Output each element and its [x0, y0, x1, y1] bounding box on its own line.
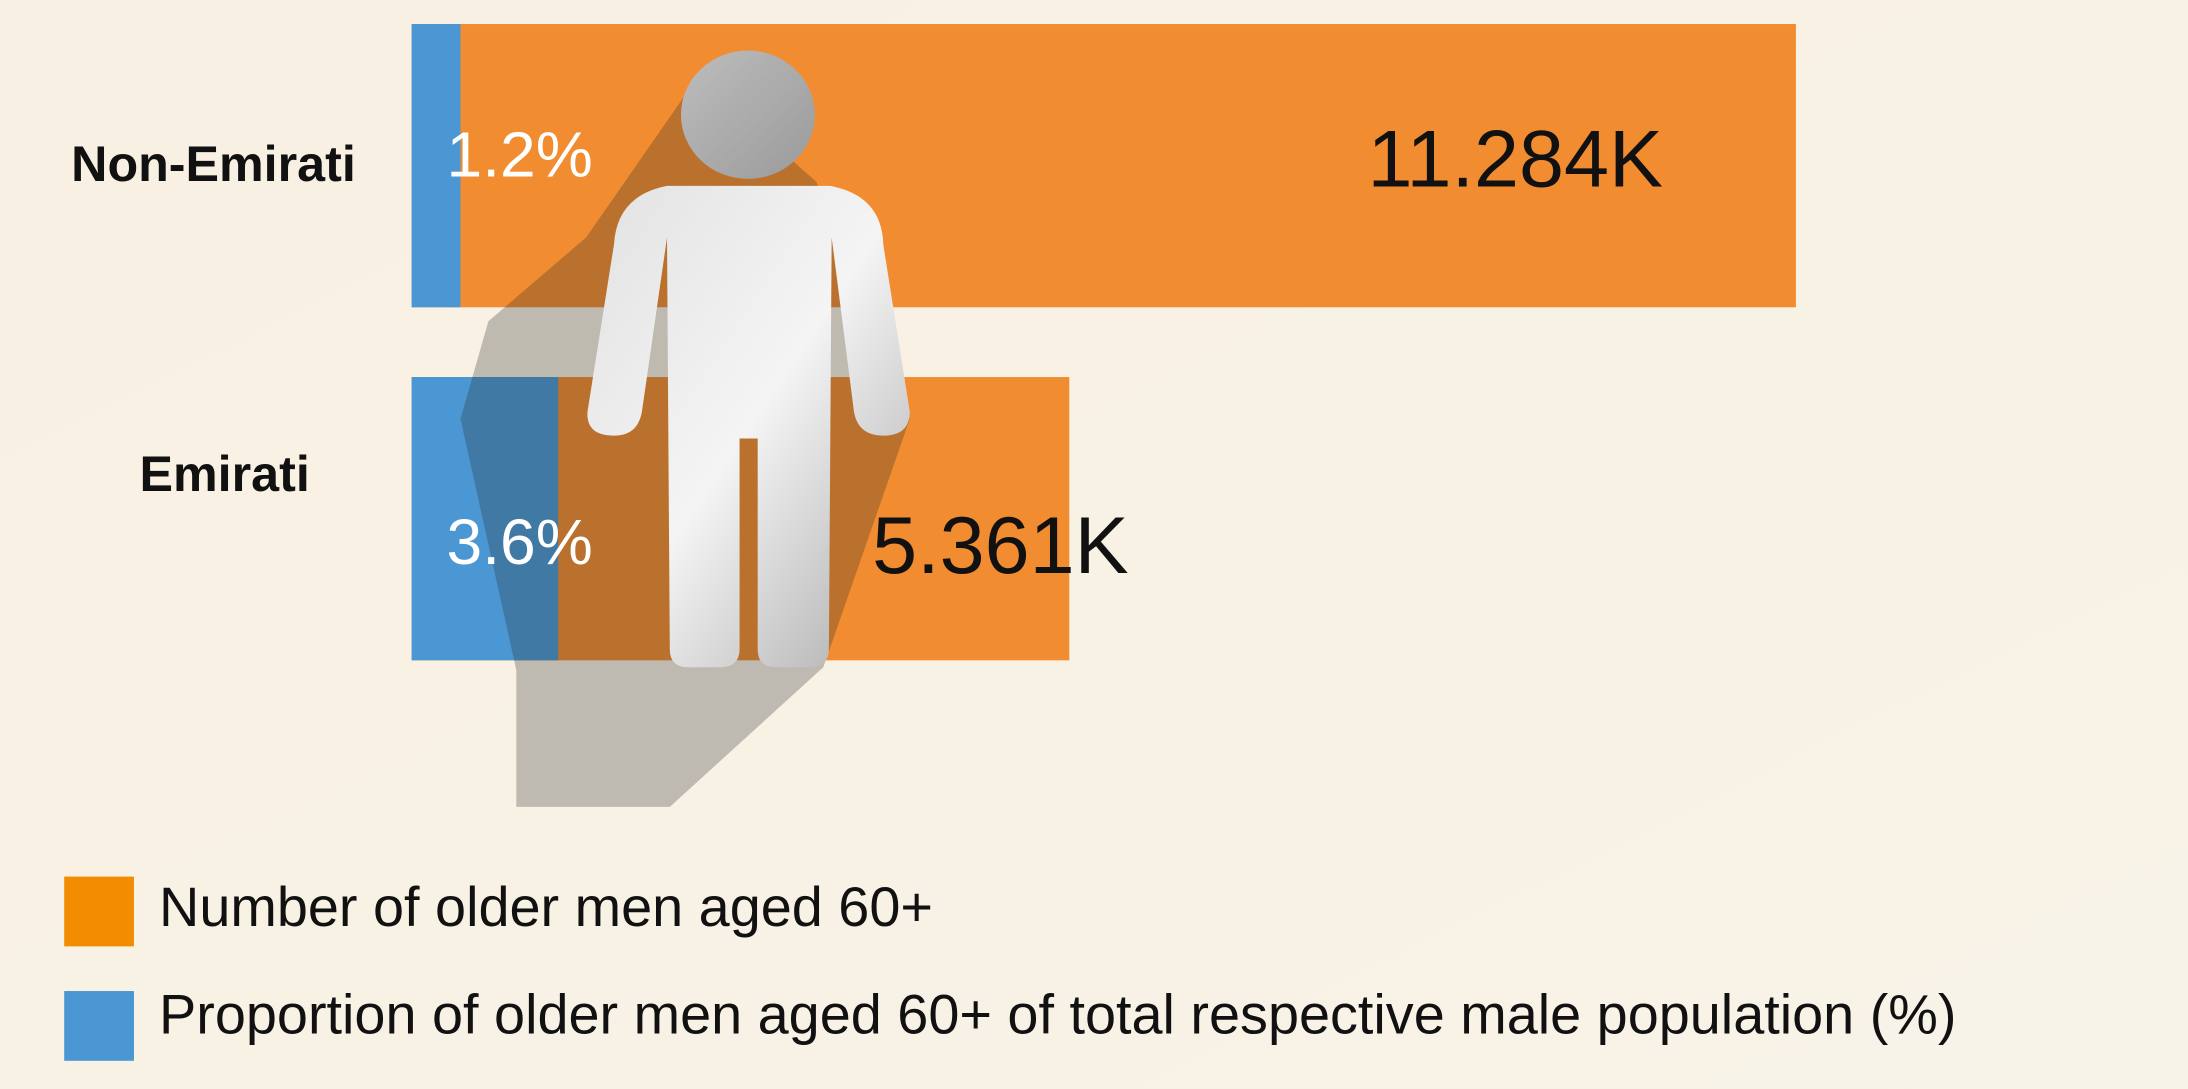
legend-swatch [64, 991, 134, 1061]
count-label: 5.361K [872, 501, 1129, 591]
proportion-bar [411, 24, 461, 308]
legend-label: Number of older men aged 60+ [159, 875, 933, 938]
bars [411, 24, 1796, 661]
icon-body [587, 185, 910, 668]
legend-label: Proportion of older men aged 60+ of tota… [159, 983, 1956, 1046]
proportion-bar [411, 377, 559, 661]
proportion-label: 3.6% [447, 506, 593, 578]
legend-swatch [64, 876, 134, 947]
count-label: 11.284K [1368, 114, 1664, 204]
labels: Non-Emirati Emirati 11.284K 5.361K 1.2% 3.6% [71, 114, 1663, 591]
category-label: Non-Emirati [71, 136, 356, 192]
category-label: Emirati [140, 446, 310, 502]
person-icon [460, 50, 910, 807]
legend: Number of older men aged 60+ Proportion o… [64, 875, 1956, 1061]
proportion-label: 1.2% [447, 118, 593, 190]
icon-head [680, 50, 815, 179]
